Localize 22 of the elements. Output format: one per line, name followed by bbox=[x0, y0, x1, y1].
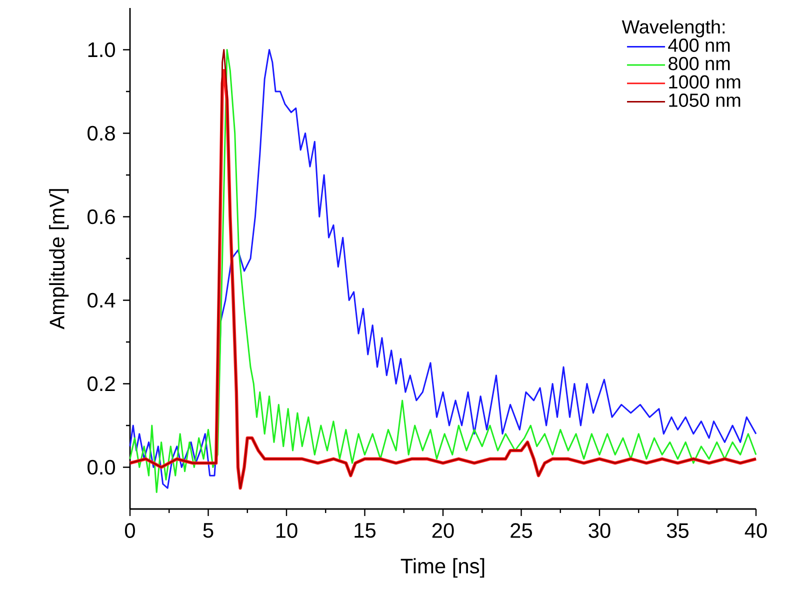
y-tick-label: 0.0 bbox=[88, 460, 116, 475]
y-tick-label: 0.6 bbox=[88, 209, 115, 224]
legend-label: 800 nm bbox=[668, 56, 730, 70]
y-tick-label: 0.2 bbox=[88, 376, 115, 392]
x-tick-label: 20 bbox=[432, 523, 454, 538]
legend-title: Wavelength: bbox=[622, 20, 725, 38]
x-tick-label: 30 bbox=[588, 523, 610, 538]
x-tick-label: 15 bbox=[354, 523, 376, 538]
x-tick-label: 40 bbox=[744, 523, 767, 538]
y-axis-title: Amplitude [mV] bbox=[49, 189, 69, 330]
x-axis-title: Time [ns] bbox=[400, 558, 484, 578]
legend-label: 1050 nm bbox=[669, 94, 740, 107]
y-tick-label: 0.4 bbox=[88, 292, 116, 308]
x-tick-label: 35 bbox=[666, 523, 688, 538]
legend-label: 1000 nm bbox=[669, 75, 740, 89]
x-tick-label: 10 bbox=[276, 523, 298, 538]
y-tick-label: 1.0 bbox=[88, 42, 116, 58]
y-tick-label: 0.8 bbox=[88, 126, 115, 141]
x-tick-label: 0 bbox=[124, 523, 135, 538]
x-tick-label: 5 bbox=[203, 523, 214, 538]
legend-label: 400 nm bbox=[668, 38, 730, 52]
x-tick-label: 25 bbox=[510, 523, 532, 538]
